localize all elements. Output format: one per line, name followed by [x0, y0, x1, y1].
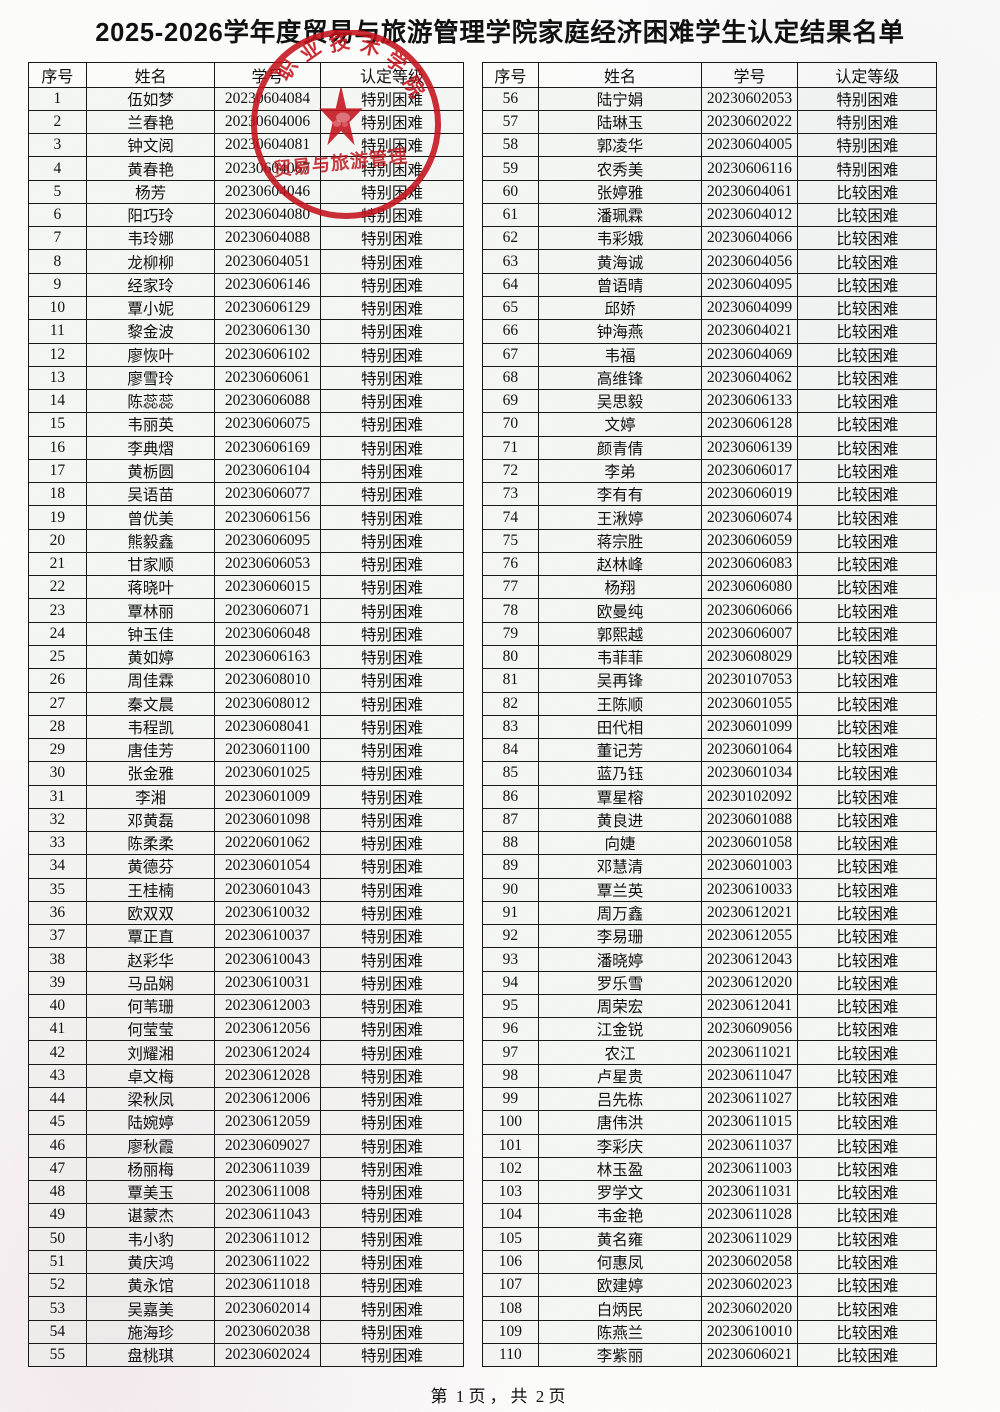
svg-text:贸易与旅游管理: 贸易与旅游管理	[272, 145, 409, 180]
svg-text:业: 业	[296, 36, 326, 66]
